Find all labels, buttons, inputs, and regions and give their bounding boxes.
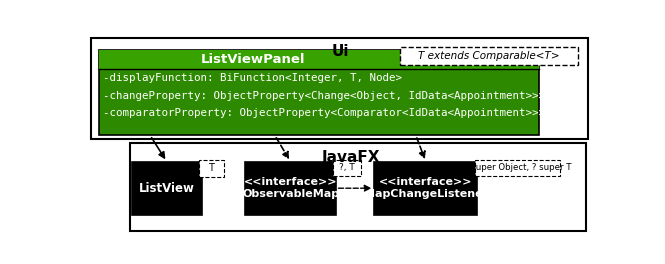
FancyBboxPatch shape: [98, 50, 539, 69]
Text: -comparatorProperty: ObjectProperty<Comparator<IdData<Appointment>>>: -comparatorProperty: ObjectProperty<Comp…: [102, 108, 545, 118]
FancyBboxPatch shape: [98, 50, 539, 135]
Text: ? super Object, ? super T: ? super Object, ? super T: [464, 163, 571, 172]
Text: T: T: [209, 163, 214, 173]
FancyBboxPatch shape: [91, 38, 589, 139]
FancyBboxPatch shape: [130, 144, 586, 231]
FancyBboxPatch shape: [475, 160, 560, 176]
Text: ?, T: ?, T: [339, 163, 355, 172]
Text: T extends Comparable<T>: T extends Comparable<T>: [418, 51, 560, 61]
Text: <<interface>>
MapChangeListener: <<interface>> MapChangeListener: [364, 177, 488, 199]
FancyBboxPatch shape: [132, 162, 201, 215]
Text: -changeProperty: ObjectProperty<Change<Object, IdData<Appointment>>>: -changeProperty: ObjectProperty<Change<O…: [102, 91, 545, 101]
Text: ListView: ListView: [139, 182, 195, 195]
FancyBboxPatch shape: [199, 160, 224, 177]
Text: -displayFunction: BiFunction<Integer, T, Node>: -displayFunction: BiFunction<Integer, T,…: [102, 73, 402, 83]
FancyBboxPatch shape: [333, 160, 362, 176]
FancyBboxPatch shape: [374, 162, 477, 215]
Text: <<interface>>
ObservableMap: <<interface>> ObservableMap: [242, 177, 339, 199]
Text: ListViewPanel: ListViewPanel: [201, 53, 305, 66]
Text: JavaFX: JavaFX: [322, 150, 380, 164]
Text: Ui: Ui: [332, 44, 350, 59]
FancyBboxPatch shape: [245, 162, 336, 215]
FancyBboxPatch shape: [400, 47, 578, 65]
